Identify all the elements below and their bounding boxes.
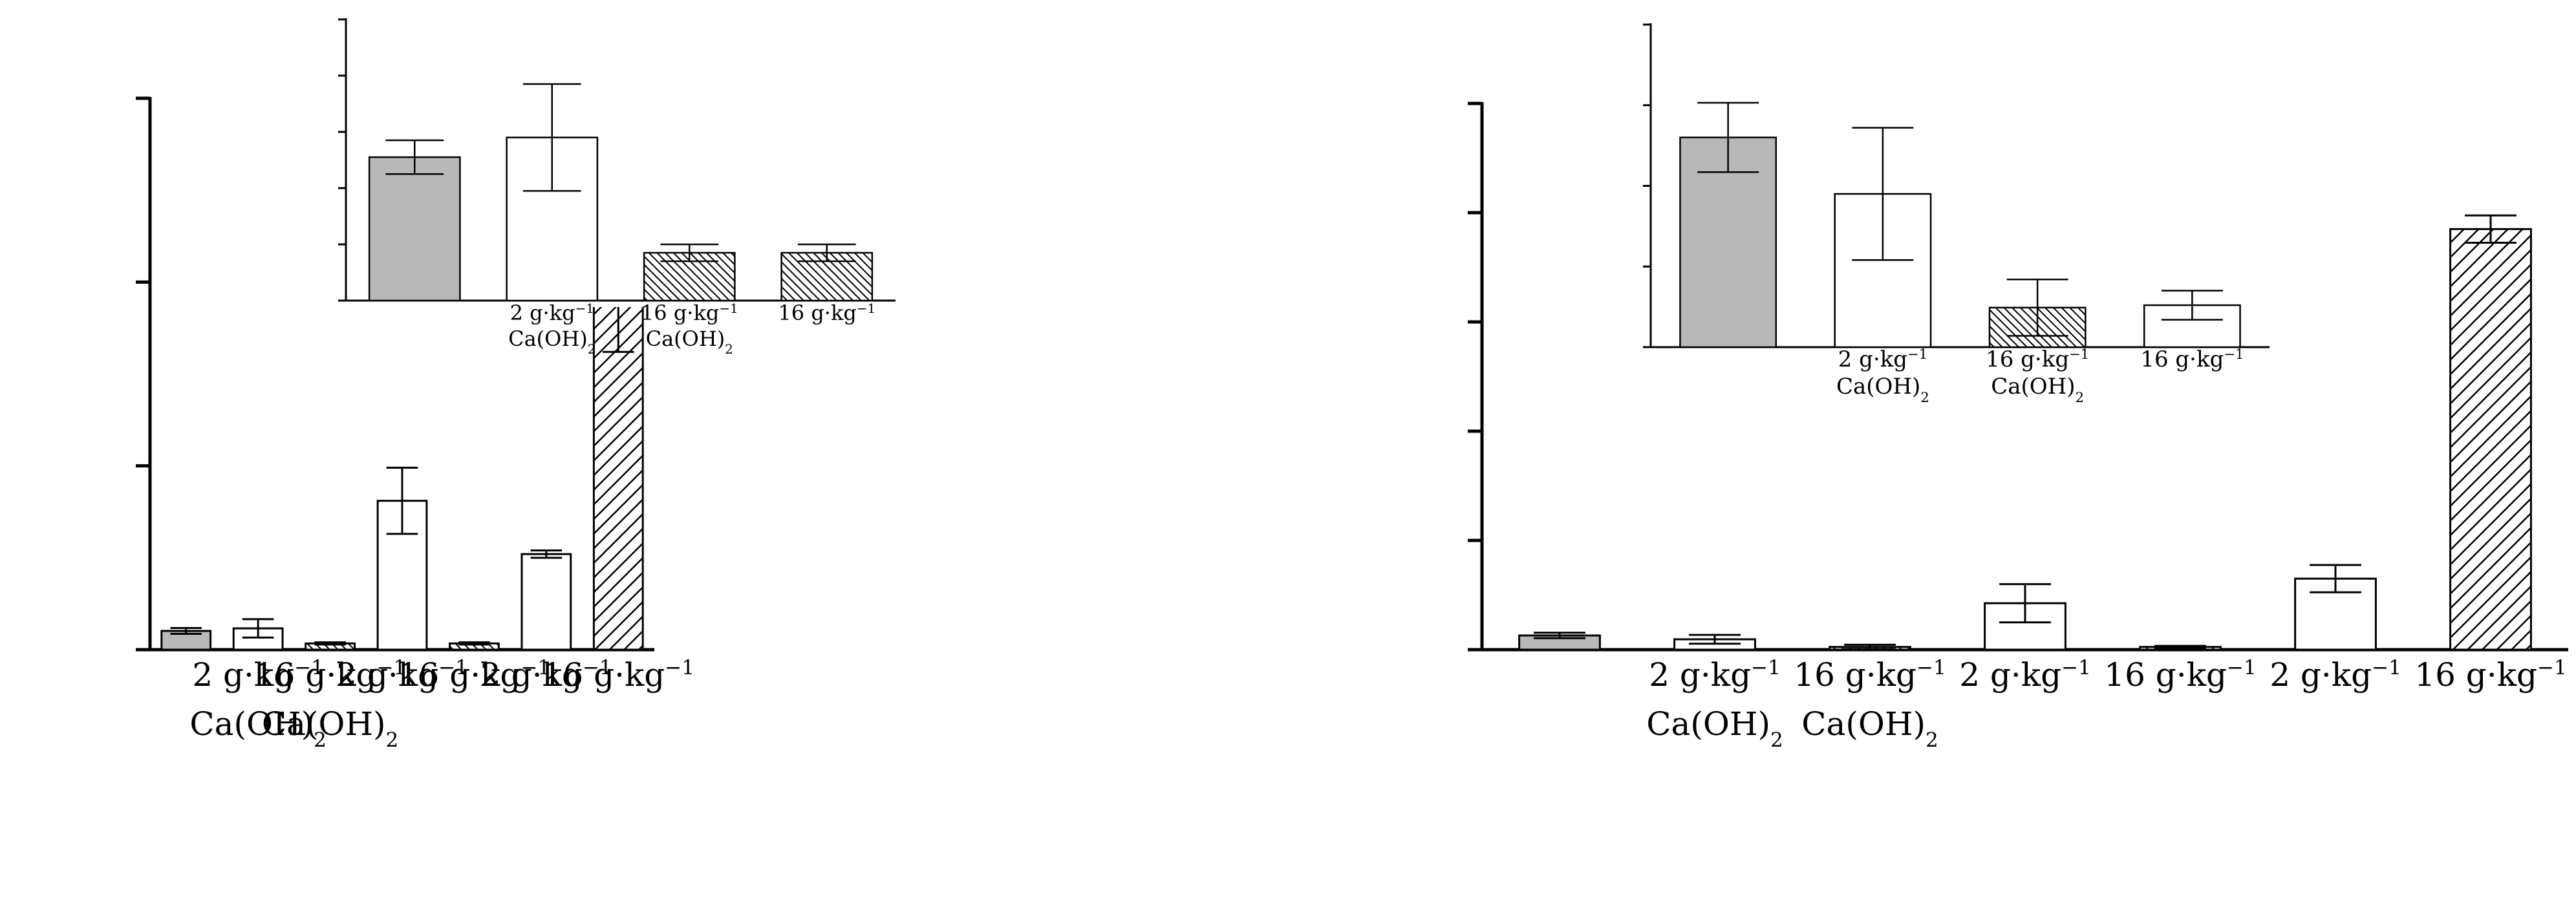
chart-a-main: 2 g·kg−1Ca(OH)216 g·kg−1Ca(OH)22 g·kg−11… [136,96,694,752]
category-label: Ca(OH)2 [262,705,398,752]
category-label: 2 g·kg−1 [1838,346,1927,373]
category-label: 16 g·kg−1 [542,656,694,694]
category-label: 16 g·kg−1 [641,301,738,325]
category-label: Ca(OH)2 [1801,705,1938,752]
category-label: 2 g·kg−1 [510,301,594,325]
category-label: 2 g·kg−1 [1649,656,1781,694]
chart-b-inset: 2 g·kg−1Ca(OH)216 g·kg−1Ca(OH)216 g·kg−1 [1642,13,2282,405]
category-label: 16 g·kg−1 [2104,656,2256,694]
bar [521,553,572,651]
category-label: 16 g·kg−1 [2414,656,2566,694]
category-label: 2 g·kg−1 [2270,656,2401,694]
category-label: Ca(OH)2 [1991,374,2084,405]
category-label: 16 g·kg−1 [398,656,550,694]
category-label: 2 g·kg−1 [192,656,324,694]
category-label: 16 g·kg−1 [254,656,406,694]
category-label: Ca(OH)2 [508,326,596,357]
bar [368,156,461,302]
category-label: 16 g·kg−1 [2140,346,2244,373]
chart-b-main: 2 g·kg−1Ca(OH)216 g·kg−1Ca(OH)22 g·kg−1 1… [1468,101,2568,752]
category-label: 2 g·kg−1 [1959,656,2091,694]
bar [2143,304,2241,348]
chart-a-inset: 2 g·kg−1Ca(OH)216 g·kg−1Ca(OH)216 g·kg−1 [336,10,905,357]
category-label: 2 g·kg−1 [336,656,468,694]
category-label: 16 g·kg−1 [1794,656,1946,694]
category-label: 16 g·kg−1 [778,301,875,325]
category-label: Ca(OH)2 [189,705,326,752]
category-label: Ca(OH)2 [646,326,733,357]
bar [592,303,644,651]
category-label: 16 g·kg−1 [1986,346,2089,373]
category-label: Ca(OH)2 [1646,705,1783,752]
bar [2449,228,2532,651]
category-label: Ca(OH)2 [1836,374,1929,405]
category-label: 2 g·kg−1 [480,656,612,694]
